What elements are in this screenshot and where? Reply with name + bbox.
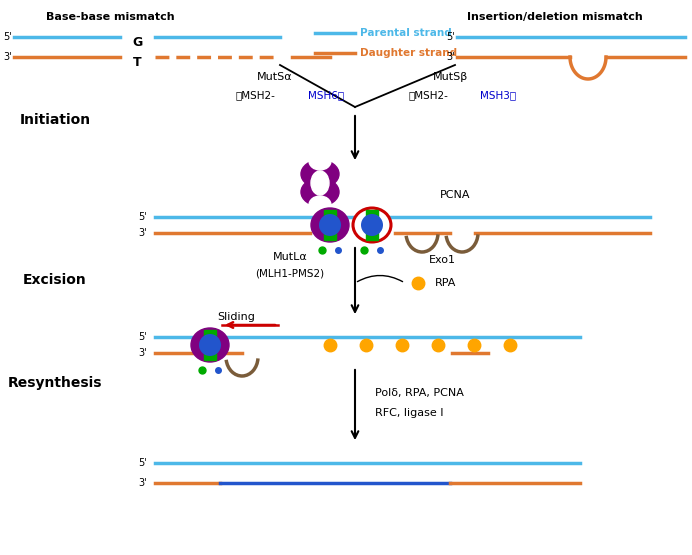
Bar [324, 210, 336, 240]
Text: 5': 5' [446, 32, 455, 42]
Text: PCNA: PCNA [440, 190, 471, 200]
Text: 3': 3' [138, 478, 147, 488]
Text: 5': 5' [138, 458, 147, 468]
Text: MutSβ: MutSβ [432, 72, 468, 82]
Ellipse shape [311, 208, 349, 242]
Text: 3': 3' [3, 52, 12, 62]
Text: Polδ, RPA, PCNA: Polδ, RPA, PCNA [375, 388, 464, 398]
Text: MutSα: MutSα [257, 72, 293, 82]
Text: Insertion/deletion mismatch: Insertion/deletion mismatch [467, 12, 643, 22]
Text: Daughter strand: Daughter strand [360, 48, 457, 58]
Text: Exo1: Exo1 [428, 255, 455, 265]
Text: 3': 3' [138, 228, 147, 238]
Ellipse shape [301, 178, 339, 206]
Text: RPA: RPA [435, 278, 457, 288]
Ellipse shape [319, 214, 341, 236]
Text: Sliding: Sliding [217, 312, 255, 322]
Text: MutLα: MutLα [273, 252, 307, 262]
Text: Base-base mismatch: Base-base mismatch [46, 12, 174, 22]
Ellipse shape [191, 328, 229, 362]
Ellipse shape [361, 214, 383, 236]
Text: MSH6）: MSH6） [308, 90, 344, 100]
Text: MSH3）: MSH3） [480, 90, 516, 100]
Text: Parental strand: Parental strand [360, 28, 452, 38]
Text: (MLH1-PMS2): (MLH1-PMS2) [255, 268, 325, 278]
Bar [204, 330, 216, 360]
Text: G: G [132, 37, 142, 49]
Text: T: T [133, 57, 141, 69]
Bar [366, 210, 378, 240]
Ellipse shape [199, 334, 221, 356]
Text: Resynthesis: Resynthesis [8, 376, 102, 390]
Text: Excision: Excision [23, 273, 87, 287]
Ellipse shape [311, 171, 329, 195]
Ellipse shape [353, 208, 391, 242]
Ellipse shape [301, 160, 339, 188]
Text: 5': 5' [138, 332, 147, 342]
Text: （MSH2-: （MSH2- [235, 90, 275, 100]
Ellipse shape [309, 152, 331, 170]
Text: （MSH2-: （MSH2- [408, 90, 448, 100]
Text: 3': 3' [138, 348, 147, 358]
Text: RFC, ligase I: RFC, ligase I [375, 408, 444, 418]
Ellipse shape [309, 196, 331, 214]
Text: Initiation: Initiation [19, 113, 91, 127]
Text: 5': 5' [3, 32, 12, 42]
Text: 5': 5' [138, 212, 147, 222]
Text: 3': 3' [446, 52, 455, 62]
